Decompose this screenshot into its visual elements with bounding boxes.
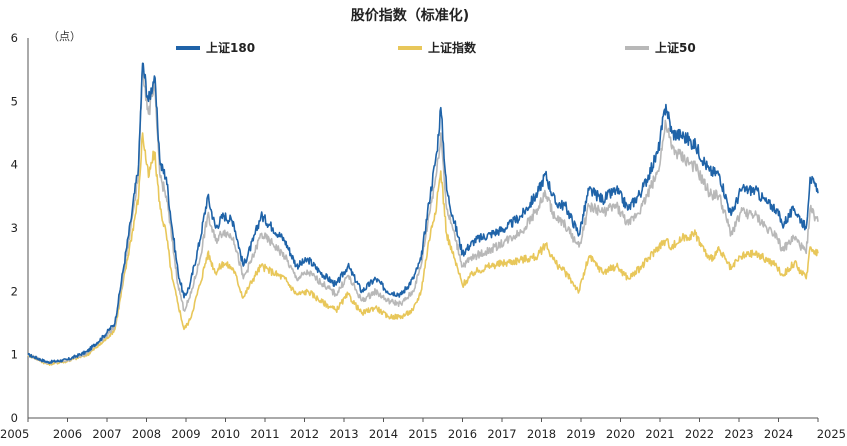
y-tick-label: 5 bbox=[11, 94, 18, 108]
x-tick-label: 2020 bbox=[606, 427, 635, 441]
legend-item-shangzheng-index: 上证指数 bbox=[398, 40, 477, 55]
series-line-1 bbox=[27, 132, 819, 366]
legend-item-shangzheng180: 上证180 bbox=[176, 40, 255, 55]
legend: 上证180 上证指数 上证50 bbox=[176, 40, 696, 55]
x-tick-label: 2023 bbox=[724, 427, 753, 441]
x-tick-label: 2014 bbox=[369, 427, 398, 441]
x-tick-label: 2024 bbox=[764, 427, 793, 441]
y-tick-label: 6 bbox=[11, 31, 18, 45]
x-tick-label: 2016 bbox=[448, 427, 477, 441]
y-tick-label: 1 bbox=[11, 348, 18, 362]
series-line-0 bbox=[27, 62, 819, 365]
unit-label: （点） bbox=[48, 30, 81, 43]
y-tick-label: 2 bbox=[11, 284, 18, 298]
x-tick-label: 2012 bbox=[290, 427, 319, 441]
x-tick-label: 2011 bbox=[250, 427, 279, 441]
y-tick-label: 3 bbox=[11, 221, 18, 235]
x-tick-label: 2009 bbox=[171, 427, 200, 441]
x-tick-label: 2013 bbox=[329, 427, 358, 441]
x-tick-label: 2019 bbox=[566, 427, 595, 441]
x-tick-label: 2005 bbox=[0, 427, 29, 441]
legend-item-shangzheng50: 上证50 bbox=[625, 40, 696, 55]
series-line-2 bbox=[27, 62, 819, 365]
x-tick-label: 2015 bbox=[408, 427, 437, 441]
x-axis-ticks: 2005 2006 2007 2008 2009 2010 2011 2012 2013 2014… bbox=[0, 418, 846, 441]
x-tick-label: 2010 bbox=[211, 427, 240, 441]
legend-label-shangzheng180: 上证180 bbox=[206, 40, 255, 55]
y-tick-label: 0 bbox=[11, 411, 18, 425]
legend-label-shangzheng50: 上证50 bbox=[655, 40, 696, 55]
x-tick-label: 2017 bbox=[487, 427, 516, 441]
x-tick-label: 2025 bbox=[817, 427, 846, 441]
x-tick-label: 2021 bbox=[645, 427, 674, 441]
x-tick-label: 2018 bbox=[527, 427, 556, 441]
x-tick-label: 2008 bbox=[132, 427, 161, 441]
series-lines bbox=[27, 62, 819, 366]
y-axis-ticks: 0 1 2 3 4 5 6 bbox=[11, 31, 18, 425]
x-tick-label: 2006 bbox=[53, 427, 82, 441]
chart-title: 股价指数（标准化) bbox=[351, 7, 469, 24]
y-tick-label: 4 bbox=[11, 158, 18, 172]
legend-label-shangzheng-index: 上证指数 bbox=[428, 40, 477, 55]
x-tick-label: 2022 bbox=[685, 427, 714, 441]
x-tick-label: 2007 bbox=[92, 427, 121, 441]
